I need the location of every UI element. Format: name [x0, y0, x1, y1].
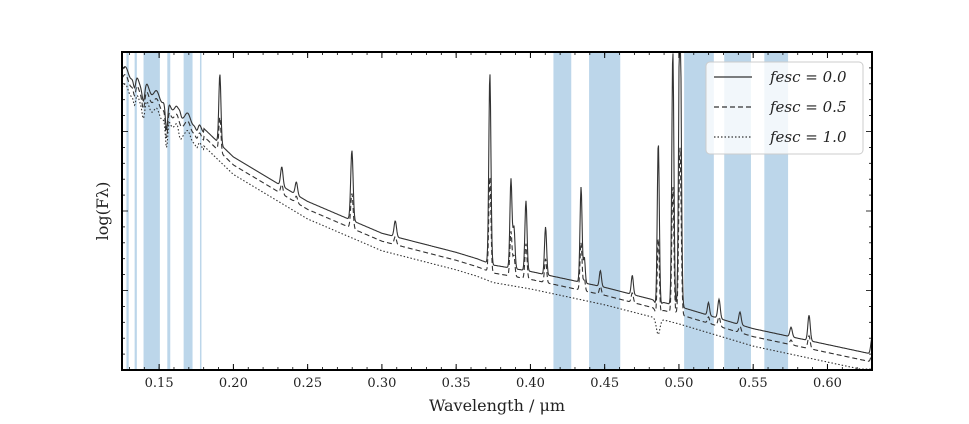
legend-box [705, 61, 864, 155]
x-tick-label-2: 0.25 [293, 376, 322, 391]
y-axis-label: log(Fλ) [93, 182, 112, 241]
axis-ticks: 0.15 0.20 0.25 0.30 0.35 0.40 0.45 0.50 0.55 0.60 [122, 51, 873, 391]
x-tick-label-1: 0.20 [219, 376, 248, 391]
x-tick-label-8: 0.55 [739, 376, 768, 391]
x-axis-label: Wavelength / μm [429, 396, 565, 415]
shaded-band-2 [143, 52, 160, 370]
x-tick-label-4: 0.35 [442, 376, 471, 391]
series-line-0 [121, 52, 873, 354]
shaded-band-7 [589, 52, 621, 370]
legend: fesc = 0.0 fesc = 0.5 fesc = 1.0 [705, 61, 864, 155]
legend-label-2: fesc = 1.0 [769, 128, 847, 146]
x-tick-label-5: 0.40 [516, 376, 545, 391]
series-line-2 [121, 83, 872, 370]
x-tick-label-9: 0.60 [813, 376, 842, 391]
x-tick-label-3: 0.30 [367, 376, 396, 391]
legend-label-1: fesc = 0.5 [769, 98, 847, 116]
shaded-band-3 [167, 52, 171, 370]
spectrum-lines [121, 52, 873, 370]
shaded-bands [126, 52, 789, 370]
x-tick-label-0: 0.15 [145, 376, 174, 391]
shaded-band-6 [553, 52, 572, 370]
shaded-band-1 [134, 52, 137, 370]
x-tick-label-7: 0.50 [664, 376, 693, 391]
series-line-1 [121, 74, 873, 362]
x-tick-label-6: 0.45 [590, 376, 619, 391]
legend-label-0: fesc = 0.0 [769, 68, 847, 86]
shaded-band-5 [199, 52, 202, 370]
shaded-band-4 [183, 52, 193, 370]
